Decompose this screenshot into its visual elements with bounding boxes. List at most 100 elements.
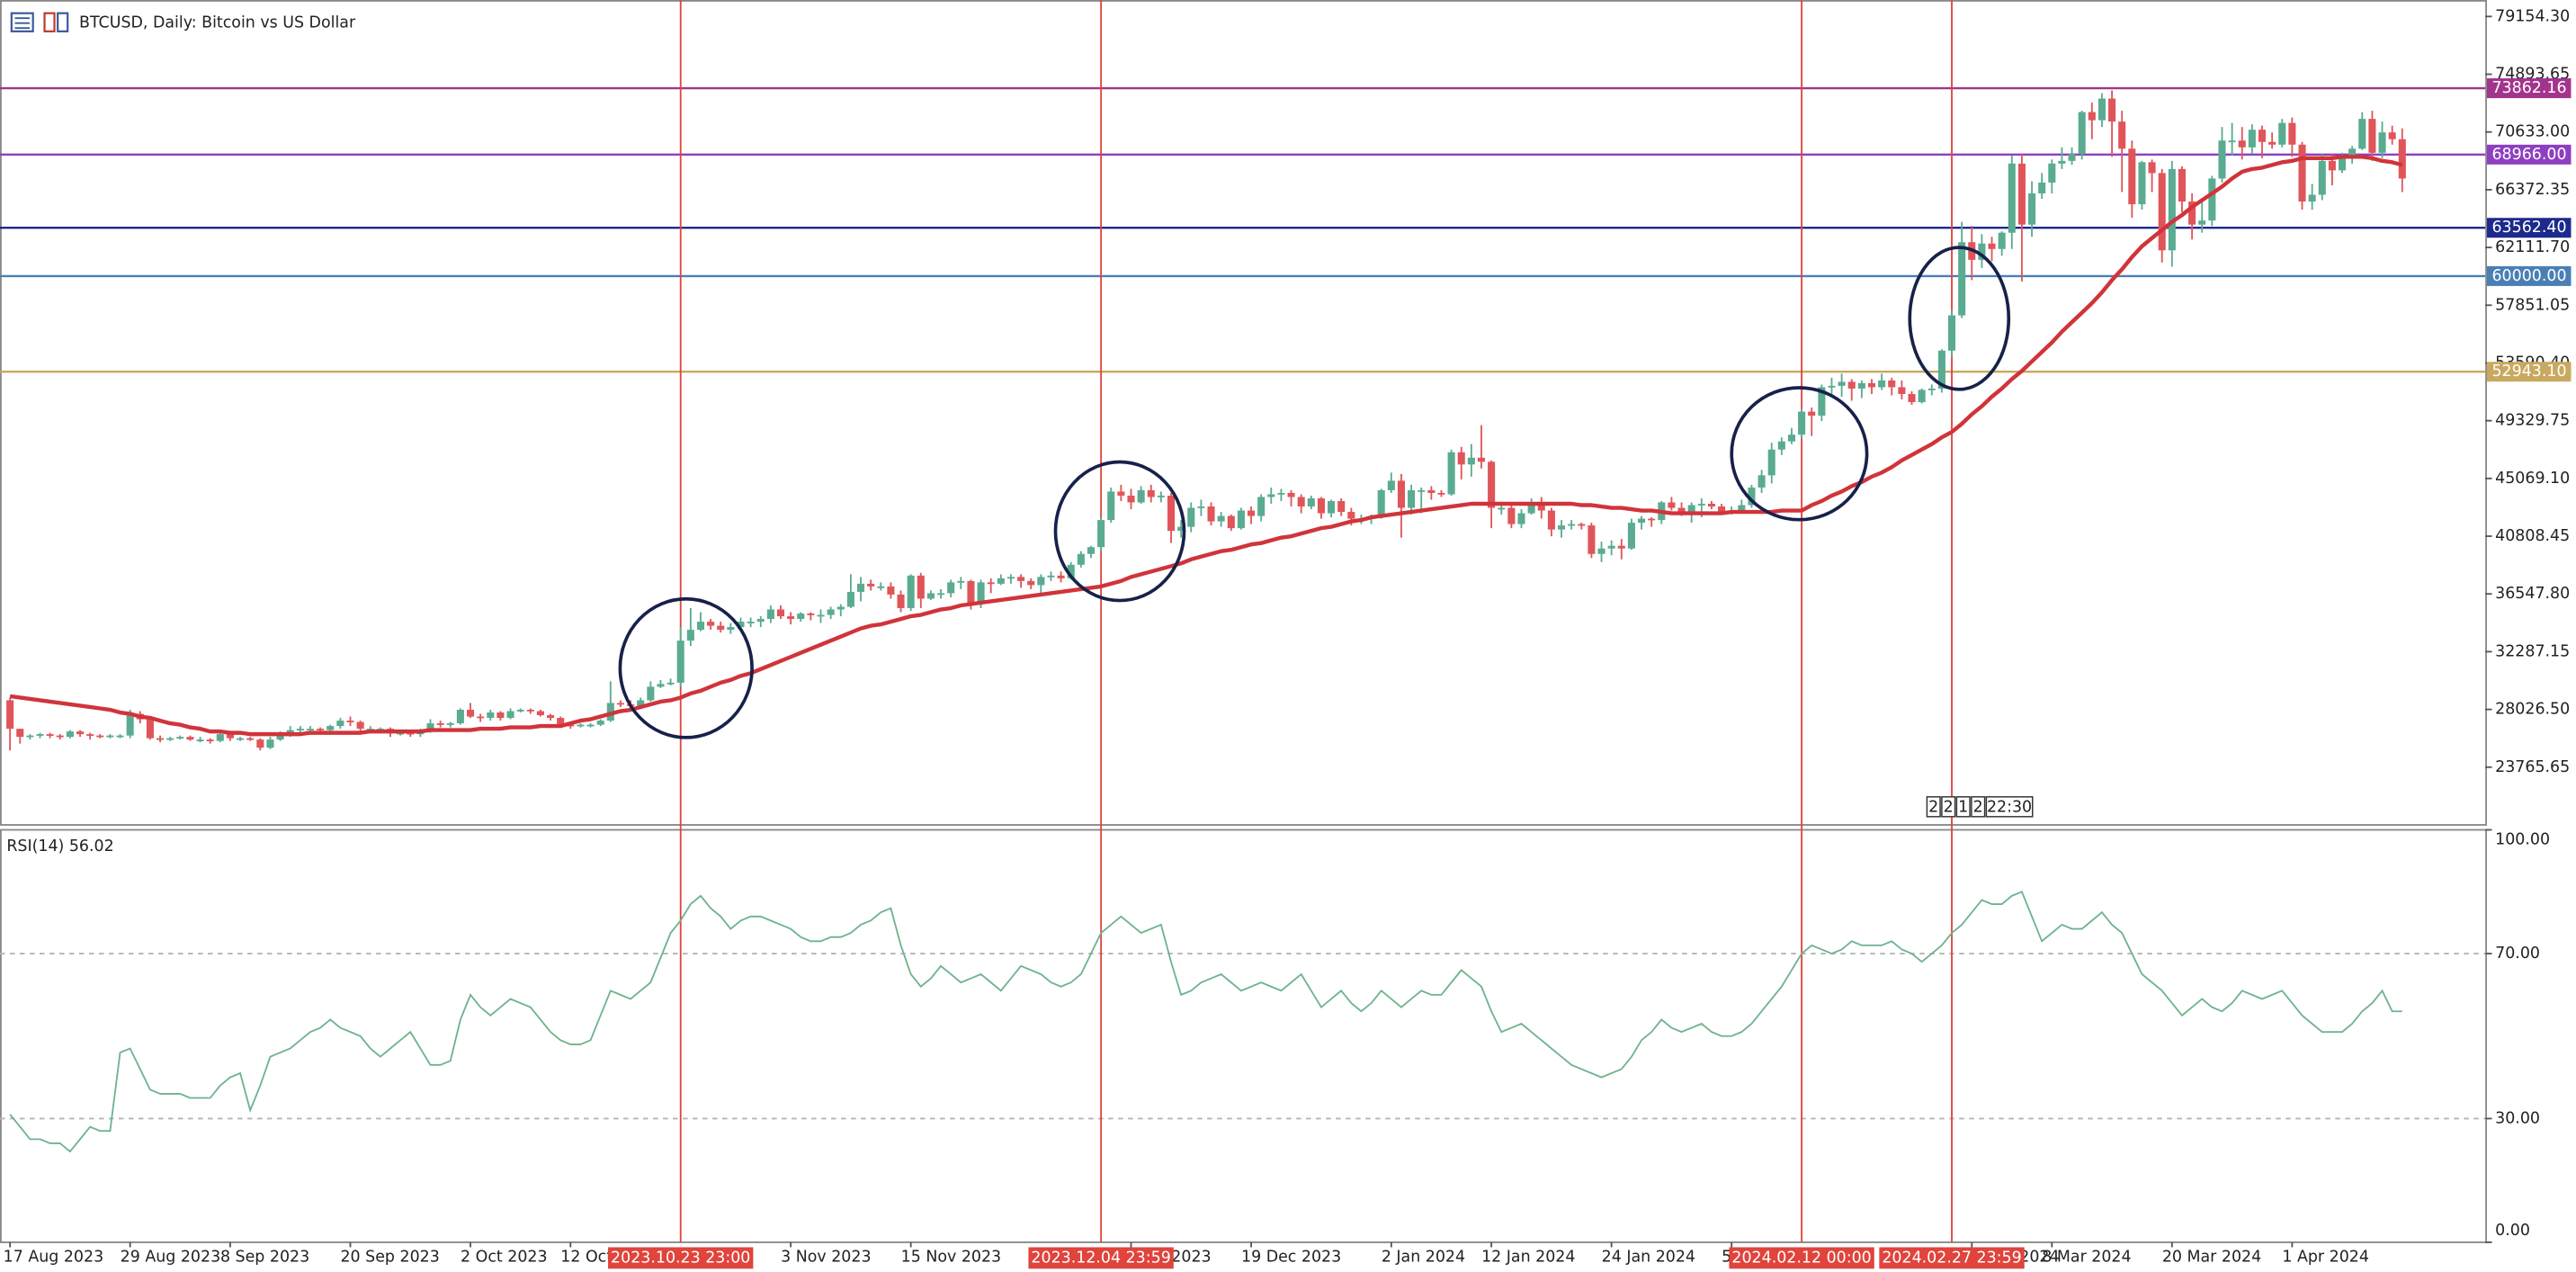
candle-body xyxy=(867,583,875,587)
candle-body xyxy=(1597,548,1606,554)
candle-body xyxy=(1427,489,1436,493)
candle-body xyxy=(1547,510,1555,530)
candle-body xyxy=(797,614,805,620)
candle-body xyxy=(666,682,675,685)
candle-body xyxy=(1006,577,1015,579)
candle-body xyxy=(186,737,194,740)
candle-body xyxy=(1127,495,1135,503)
candle-body xyxy=(237,738,245,740)
candle-body xyxy=(1947,315,1956,351)
candle-body xyxy=(356,721,364,730)
candle-body xyxy=(157,738,165,740)
candle-body xyxy=(2048,163,2056,183)
candle-body xyxy=(1087,547,1096,554)
candle-body xyxy=(1767,449,1775,476)
candle-body xyxy=(1838,381,1846,386)
level-label-box xyxy=(2486,78,2572,99)
candle-body xyxy=(596,721,604,725)
rsi-label: RSI(14) 56.02 xyxy=(6,838,113,855)
candle-body xyxy=(1217,515,1225,522)
candle-body xyxy=(256,739,264,748)
candle-body xyxy=(1297,497,1305,507)
candle-body xyxy=(957,580,965,583)
y-tick-label: 36547.80 xyxy=(2495,585,2570,603)
candle-body xyxy=(856,583,865,592)
candle-body xyxy=(306,729,315,730)
candle-body xyxy=(807,614,815,615)
vertical-line-label-box xyxy=(1729,1247,1874,1269)
candle-body xyxy=(557,718,565,725)
candle-body xyxy=(226,734,234,739)
x-tick-label: 2 Oct 2023 xyxy=(461,1248,548,1266)
candle-body xyxy=(246,738,255,740)
vertical-line-label-box xyxy=(1879,1247,2025,1269)
candle-body xyxy=(1037,577,1045,586)
vertical-line-label: 2024.02.12 00:00 xyxy=(1731,1249,1871,1267)
candle-body xyxy=(2028,193,2036,225)
candle-body xyxy=(766,609,774,620)
candle-body xyxy=(1798,411,1806,435)
candle-body xyxy=(1867,382,1876,388)
candle-body xyxy=(1047,575,1055,578)
candle-body xyxy=(1958,242,1966,316)
candle-body xyxy=(426,723,434,732)
candle-body xyxy=(1978,243,1986,260)
candle-body xyxy=(1988,243,1996,249)
candle-body xyxy=(2158,173,2166,251)
candle-body xyxy=(296,729,304,730)
candle-body xyxy=(2178,168,2187,202)
candle-body xyxy=(6,700,14,730)
candle-body xyxy=(1888,380,1896,388)
candle-body xyxy=(446,723,454,725)
candle-body xyxy=(1337,500,1346,513)
candle-body xyxy=(2228,140,2236,143)
candle-body xyxy=(676,640,684,683)
candle-body xyxy=(1437,492,1445,495)
candle-body xyxy=(1397,480,1405,508)
candle-body xyxy=(56,735,64,738)
candle-body xyxy=(1687,505,1695,513)
candle-body xyxy=(456,710,464,724)
candle-body xyxy=(2088,112,2096,121)
candle-body xyxy=(1237,510,1245,529)
candle-body xyxy=(1077,553,1085,565)
candle-body xyxy=(216,734,224,741)
candle-body xyxy=(466,710,475,717)
candle-body xyxy=(1027,580,1035,586)
candle-body xyxy=(487,712,495,719)
candle-body xyxy=(1818,387,1826,417)
level-label: 73862.16 xyxy=(2491,79,2566,97)
candle-body xyxy=(266,739,274,748)
candle-body xyxy=(1697,504,1705,506)
x-tick-label: 20 Sep 2023 xyxy=(340,1248,439,1266)
candle-body xyxy=(696,622,705,631)
candle-body xyxy=(346,721,354,722)
candle-body xyxy=(1677,507,1686,513)
candle-body xyxy=(1248,510,1256,516)
candle-body xyxy=(1507,507,1516,524)
candle-body xyxy=(2108,98,2116,122)
candle-body xyxy=(756,619,765,623)
candle-body xyxy=(686,630,694,641)
annotation-circles xyxy=(618,246,2011,739)
candle-body xyxy=(126,713,134,736)
candle-body xyxy=(737,622,745,628)
candle-body xyxy=(1097,520,1105,548)
candle-body xyxy=(1457,452,1465,465)
trade-marker-box xyxy=(1971,796,1986,818)
candle-body xyxy=(1718,506,1726,513)
candle-body xyxy=(1668,502,1676,508)
price-panel-frame xyxy=(0,0,2487,826)
candle-body xyxy=(997,578,1005,584)
y-tick-label: 57851.05 xyxy=(2495,296,2570,314)
candle-body xyxy=(1408,489,1416,508)
candle-body xyxy=(2358,119,2366,149)
candle-body xyxy=(2168,168,2176,251)
candle-body xyxy=(577,724,585,727)
candle-body xyxy=(1617,545,1625,549)
candle-body xyxy=(657,684,665,687)
candle-body xyxy=(1307,497,1315,507)
candle-body xyxy=(2188,202,2196,225)
candle-body xyxy=(1187,507,1195,527)
